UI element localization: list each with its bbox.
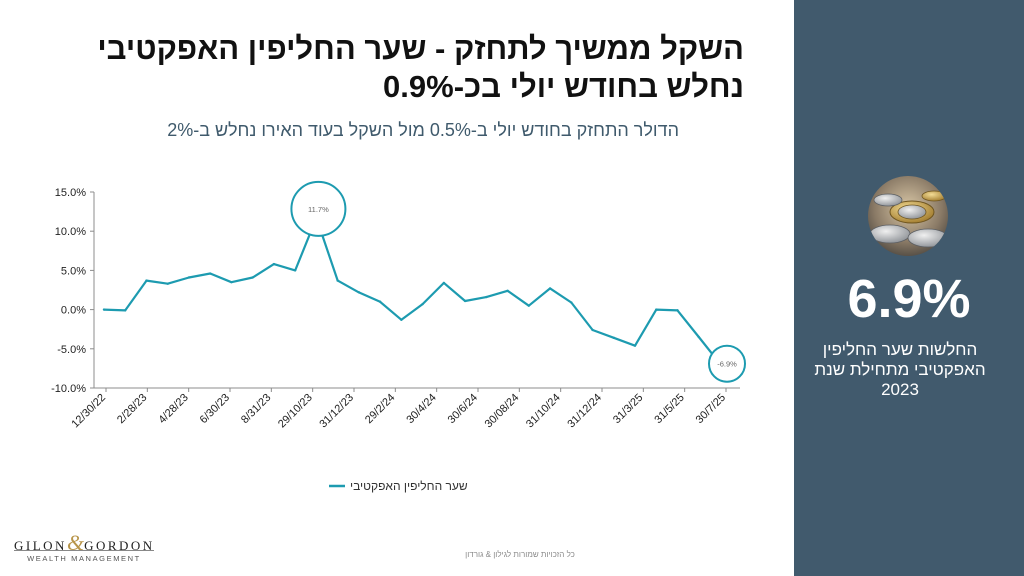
logo-name-left: GILON xyxy=(14,538,67,553)
copyright-notice: כל הזכויות שמורות לגילון & גורדון xyxy=(465,550,575,559)
chart-legend: שער החליפין האפקטיבי xyxy=(329,479,468,493)
x-tick-label: 31/12/23 xyxy=(317,392,356,431)
annotation-label: 11.7% xyxy=(308,205,329,214)
logo-name-right: GORDON xyxy=(84,538,155,553)
data-point xyxy=(527,304,531,307)
y-tick-label: 0.0% xyxy=(61,305,86,317)
x-tick-label: 29/10/23 xyxy=(276,392,315,431)
x-tick-label: 31/5/25 xyxy=(652,392,686,426)
data-point xyxy=(378,300,382,303)
annotation-circle xyxy=(290,180,347,237)
data-point xyxy=(145,279,148,282)
stat-value: 6.9% xyxy=(847,269,971,329)
x-tick-label: 8/31/23 xyxy=(239,392,273,426)
x-tick-label: 29/2/24 xyxy=(363,392,397,426)
effective-exchange-rate-chart: 15.0% 10.0% 5.0% 0.0% -5.0% -10.0% 12/30/22 2/… xyxy=(51,180,746,493)
page-title: השקל ממשיך לתחזק - שער החליפין האפקטיבי … xyxy=(97,31,744,104)
legend-label: שער החליפין האפקטיבי xyxy=(350,479,468,493)
data-point xyxy=(357,291,361,294)
data-point xyxy=(166,282,169,285)
data-point xyxy=(697,335,700,339)
x-tick-label: 30/4/24 xyxy=(404,392,438,426)
data-point xyxy=(506,289,509,292)
x-tick-label: 31/3/25 xyxy=(611,392,645,426)
logo-divider xyxy=(14,550,154,551)
data-point xyxy=(102,308,106,311)
y-tick-label: 10.0% xyxy=(55,226,86,238)
data-point xyxy=(400,318,403,321)
logo-ampersand: & xyxy=(66,530,85,555)
data-point xyxy=(570,301,573,304)
annotation-layer: 11.7% -6.9% xyxy=(290,180,746,383)
coins-photo xyxy=(868,176,948,256)
data-point xyxy=(442,281,446,285)
side-panel xyxy=(794,0,1024,576)
series-layer xyxy=(102,216,722,365)
stat-description: החלשות שער החליפין האפקטיבי מתחילת שנת 2… xyxy=(814,340,986,399)
x-tick-label: 6/30/23 xyxy=(198,392,232,426)
company-logo: GILON&GORDON WEALTH MANAGEMENT xyxy=(14,530,154,564)
x-tick-label: 30/6/24 xyxy=(446,392,480,426)
data-point xyxy=(230,280,233,284)
x-tick-label: 31/12/24 xyxy=(565,392,604,431)
data-point xyxy=(548,287,552,290)
data-point xyxy=(124,309,127,312)
x-tick-label: 30/7/25 xyxy=(694,392,728,426)
series-line xyxy=(103,216,721,365)
y-tick-label: 15.0% xyxy=(55,187,86,199)
data-point xyxy=(612,336,615,340)
logo-wordmark: GILON&GORDON xyxy=(14,530,154,556)
logo-tagline: WEALTH MANAGEMENT xyxy=(27,554,141,563)
data-point xyxy=(251,276,254,279)
x-tick-label: 4/28/23 xyxy=(156,392,190,426)
annotation-label: -6.9% xyxy=(717,360,737,369)
x-tick-label: 12/30/22 xyxy=(69,392,108,431)
data-point xyxy=(463,299,467,303)
page-subtitle: הדולר התחזק בחודש יולי ב-0.5% מול השקל ב… xyxy=(167,120,679,140)
data-point xyxy=(209,272,212,275)
data-point xyxy=(187,276,191,279)
data-point xyxy=(421,302,424,306)
y-axis: 15.0% 10.0% 5.0% 0.0% -5.0% -10.0% xyxy=(51,187,95,395)
annotation-circle xyxy=(708,344,746,383)
y-tick-label: -10.0% xyxy=(51,383,86,395)
y-tick-label: 5.0% xyxy=(61,265,86,277)
data-point xyxy=(591,328,594,332)
y-tick-label: -5.0% xyxy=(57,344,86,356)
x-tick-label: 30/08/24 xyxy=(483,392,522,431)
data-point xyxy=(676,309,679,312)
data-point xyxy=(655,308,658,311)
data-point xyxy=(293,269,297,272)
x-axis: 12/30/22 2/28/23 4/28/23 6/30/23 8/31/23 29/1… xyxy=(69,387,740,431)
x-tick-label: 2/28/23 xyxy=(115,392,149,426)
x-tick-label: 31/10/24 xyxy=(524,392,563,431)
data-point xyxy=(485,295,488,299)
data-point xyxy=(633,344,637,347)
data-point xyxy=(272,262,276,266)
data-point xyxy=(336,279,339,282)
